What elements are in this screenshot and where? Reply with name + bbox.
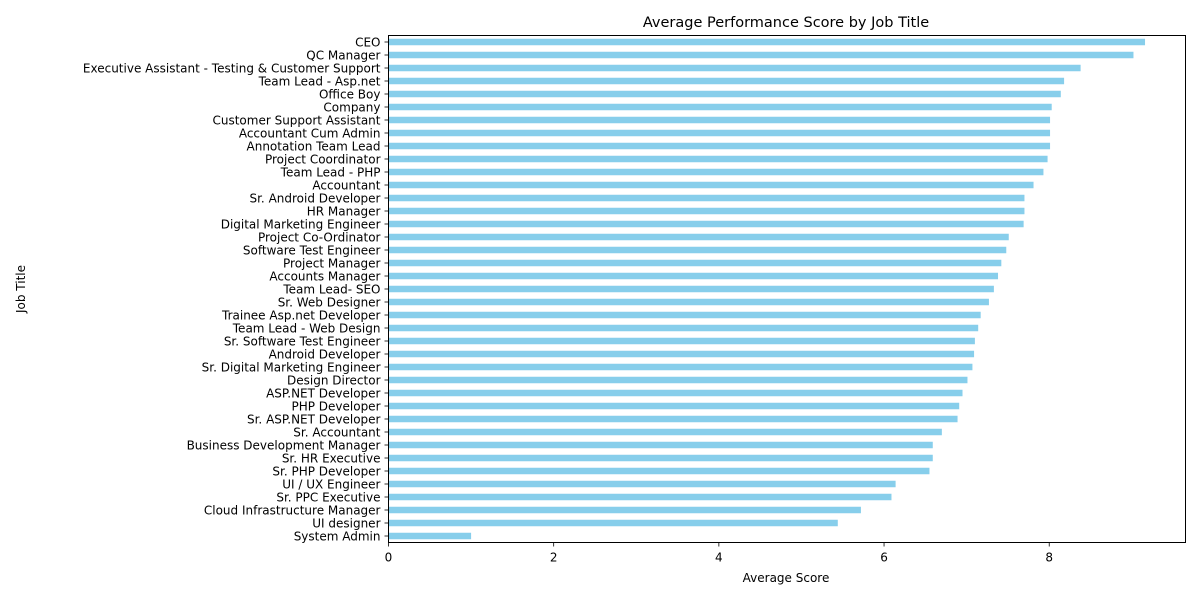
bar: [388, 181, 1034, 189]
chart-title: Average Performance Score by Job Title: [643, 15, 929, 31]
x-tick-label: 0: [385, 551, 393, 565]
bar: [388, 77, 1065, 85]
x-tick-label: 2: [550, 551, 558, 565]
bar: [388, 168, 1044, 176]
y-tick-label: Business Development Manager: [187, 439, 381, 453]
y-tick-label: Accounts Manager: [269, 270, 380, 284]
y-tick-label: Sr. HR Executive: [282, 452, 381, 466]
bar: [388, 207, 1025, 215]
y-tick-label: Sr. Web Designer: [278, 296, 381, 310]
y-tick-label: System Admin: [294, 530, 381, 544]
bar: [388, 272, 999, 280]
y-axis-label: Job Title: [14, 265, 28, 314]
y-tick-label: Executive Assistant - Testing & Customer…: [83, 62, 381, 76]
bar: [388, 376, 968, 384]
bar: [388, 233, 1009, 241]
bar: [388, 64, 1081, 72]
y-tick-label: Sr. Accountant: [293, 426, 380, 440]
y-tick-label: QC Manager: [306, 49, 380, 63]
y-tick-label: Team Lead - PHP: [280, 166, 381, 180]
y-tick-label: Android Developer: [269, 348, 381, 362]
bar: [388, 285, 994, 293]
y-tick-label: Digital Marketing Engineer: [221, 218, 381, 232]
bar: [388, 38, 1146, 46]
bar: [388, 454, 933, 462]
bar: [388, 246, 1007, 254]
bar: [388, 129, 1051, 137]
x-axis-label: Average Score: [743, 571, 830, 585]
y-tick-label: Project Coordinator: [265, 153, 381, 167]
y-tick-label: Sr. ASP.NET Developer: [247, 413, 381, 427]
y-tick-label: Sr. PPC Executive: [276, 491, 380, 505]
bar: [388, 506, 861, 514]
y-tick-label: HR Manager: [307, 205, 381, 219]
bar: [388, 259, 1002, 267]
bar: [388, 311, 981, 319]
bar: [388, 103, 1052, 111]
y-tick-label: Sr. Software Test Engineer: [224, 335, 381, 349]
y-tick-label: Company: [323, 101, 380, 115]
bar: [388, 220, 1024, 228]
y-tick-label: Project Co-Ordinator: [258, 231, 381, 245]
x-tick-layer: 0 2 4 6 8: [385, 542, 1053, 565]
y-tick-label: Team Lead - Web Design: [232, 322, 381, 336]
y-tick-label: Software Test Engineer: [243, 244, 381, 258]
y-tick-label: Sr. Digital Marketing Engineer: [202, 361, 381, 375]
y-tick-label: ASP.NET Developer: [266, 387, 380, 401]
bar: [388, 298, 989, 306]
y-tick-label: CEO: [355, 36, 380, 50]
y-tick-label: Team Lead- SEO: [282, 283, 380, 297]
x-tick-label: 6: [880, 551, 888, 565]
bar: [388, 493, 892, 501]
x-tick-label: 8: [1045, 551, 1053, 565]
bar: [388, 51, 1134, 59]
y-tick-label: UI designer: [312, 517, 380, 531]
bar: [388, 428, 942, 436]
bars-layer: [388, 38, 1146, 540]
bar: [388, 532, 472, 540]
x-tick-label: 4: [715, 551, 723, 565]
y-tick-label: Project Manager: [283, 257, 381, 271]
y-tick-label: Trainee Asp.net Developer: [221, 309, 381, 323]
y-tick-label: Accountant Cum Admin: [239, 127, 381, 141]
y-tick-label: Cloud Infrastructure Manager: [204, 504, 381, 518]
y-tick-label: Sr. PHP Developer: [272, 465, 380, 479]
bar: [388, 389, 963, 397]
bar: [388, 441, 933, 449]
y-tick-label: Customer Support Assistant: [212, 114, 380, 128]
bar: [388, 324, 979, 332]
bar: [388, 402, 960, 410]
y-tick-label: Design Director: [287, 374, 381, 388]
y-tick-label: Accountant: [312, 179, 380, 193]
bar: [388, 363, 973, 371]
bar: [388, 155, 1048, 163]
y-tick-label: Sr. Android Developer: [249, 192, 380, 206]
bar: [388, 480, 896, 488]
bar: [388, 116, 1051, 124]
y-tick-label: UI / UX Engineer: [282, 478, 380, 492]
plot-frame: [388, 35, 1186, 543]
bar: [388, 350, 975, 358]
bar: [388, 90, 1061, 98]
y-tick-label: Office Boy: [319, 88, 381, 102]
y-tick-label: PHP Developer: [291, 400, 380, 414]
y-tick-label: Annotation Team Lead: [247, 140, 381, 154]
bar: [388, 337, 975, 345]
bar: [388, 519, 838, 527]
y-tick-label: Team Lead - Asp.net: [258, 75, 381, 89]
bar: [388, 467, 930, 475]
bar: [388, 194, 1025, 202]
bar: [388, 415, 958, 423]
bar: [388, 142, 1051, 150]
